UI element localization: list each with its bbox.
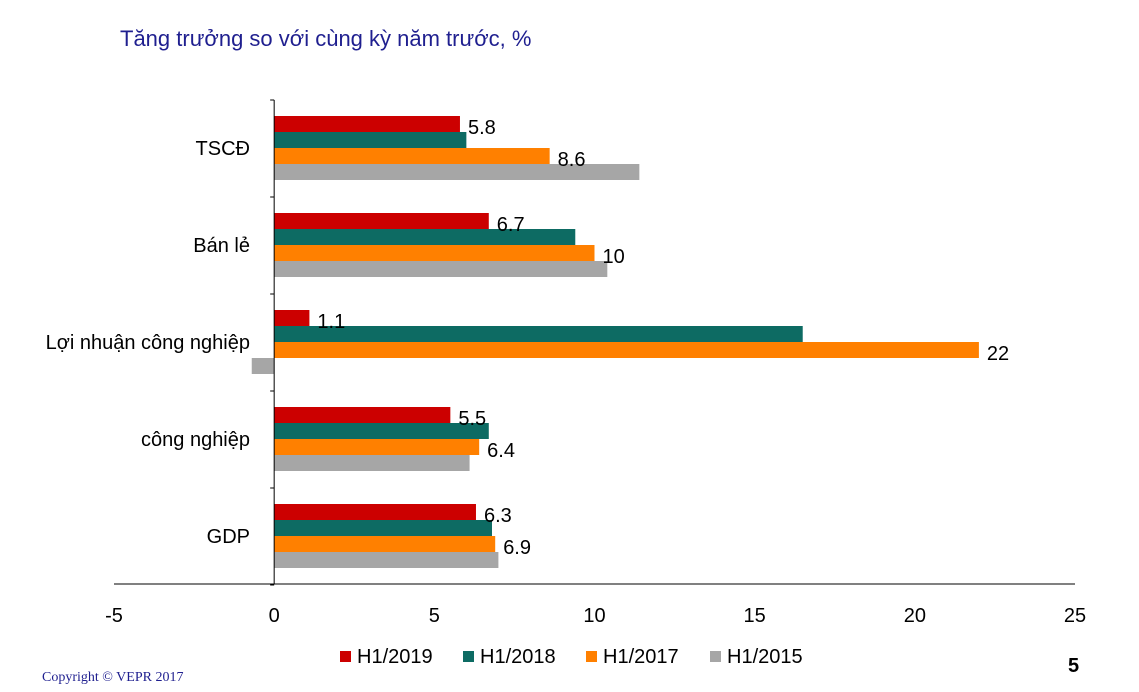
bar-H1/2019-Lợi nhuận công nghiệp bbox=[274, 310, 310, 326]
x-tick-label: 15 bbox=[744, 605, 766, 627]
legend-swatch-H1/2017 bbox=[586, 651, 597, 662]
data-label: 5.8 bbox=[468, 117, 496, 139]
category-label: công nghiệp bbox=[141, 429, 250, 451]
data-label: 8.6 bbox=[558, 149, 586, 171]
x-tick-label: 0 bbox=[269, 605, 280, 627]
legend-swatch-H1/2015 bbox=[710, 651, 721, 662]
labels-group: 5.8 8.6 TSCĐ 6.7 10 Bán lẻ 1.1 22 Lợi nhuận công… bbox=[46, 117, 1010, 559]
data-label: 6.4 bbox=[487, 440, 515, 462]
legend-label: H1/2018 bbox=[480, 646, 556, 668]
bar-H1/2017-GDP bbox=[274, 536, 496, 552]
bar-H1/2019-GDP bbox=[274, 504, 476, 520]
bar-H1/2017-TSCĐ bbox=[274, 148, 550, 164]
legend-label: H1/2015 bbox=[727, 646, 803, 668]
data-label: 6.3 bbox=[484, 505, 512, 527]
bar-H1/2017-Bán lẻ bbox=[274, 245, 595, 261]
data-label: 10 bbox=[603, 246, 625, 268]
x-tick-label: 5 bbox=[429, 605, 440, 627]
x-tick-label: 20 bbox=[904, 605, 926, 627]
legend-label: H1/2019 bbox=[357, 646, 433, 668]
axes-group: -5 0 5 10 15 20 25 bbox=[105, 99, 1086, 627]
x-tick-label: 25 bbox=[1064, 605, 1086, 627]
data-label: 5.5 bbox=[458, 408, 486, 430]
bar-H1/2015-Lợi nhuận công nghiệp bbox=[251, 358, 275, 374]
bar-H1/2019-Bán lẻ bbox=[274, 213, 489, 229]
page-number: 5 bbox=[1068, 655, 1080, 677]
chart-title: Tăng trưởng so với cùng kỳ năm trước, % bbox=[120, 26, 532, 51]
bar-H1/2017-công nghiệp bbox=[274, 439, 480, 455]
data-label: 6.9 bbox=[503, 537, 531, 559]
x-tick-label: -5 bbox=[105, 605, 123, 627]
legend-swatch-H1/2019 bbox=[340, 651, 351, 662]
bar-H1/2017-Lợi nhuận công nghiệp bbox=[274, 342, 979, 358]
category-label: TSCĐ bbox=[196, 138, 250, 160]
data-label: 22 bbox=[987, 343, 1009, 365]
x-tick-label: 10 bbox=[583, 605, 605, 627]
bar-H1/2018-Bán lẻ bbox=[274, 229, 576, 245]
bar-H1/2019-công nghiệp bbox=[274, 407, 451, 423]
category-label: Bán lẻ bbox=[193, 235, 250, 257]
bar-H1/2015-TSCĐ bbox=[274, 164, 640, 180]
legend-label: H1/2017 bbox=[603, 646, 679, 668]
legend-swatch-H1/2018 bbox=[463, 651, 474, 662]
bar-H1/2018-TSCĐ bbox=[274, 132, 467, 148]
category-label: Lợi nhuận công nghiệp bbox=[46, 332, 250, 354]
bar-H1/2015-GDP bbox=[274, 552, 499, 568]
copyright-text: Copyright © VEPR 2017 bbox=[42, 670, 184, 685]
bar-H1/2018-GDP bbox=[274, 520, 492, 536]
category-label: GDP bbox=[207, 526, 250, 548]
legend: H1/2019 H1/2018 H1/2017 H1/2015 bbox=[340, 646, 803, 668]
bar-H1/2015-Bán lẻ bbox=[274, 261, 608, 277]
bar-H1/2015-công nghiệp bbox=[274, 455, 470, 471]
data-label: 6.7 bbox=[497, 214, 525, 236]
bars-group bbox=[251, 116, 979, 568]
bar-H1/2019-TSCĐ bbox=[274, 116, 460, 132]
bar-H1/2018-công nghiệp bbox=[274, 423, 489, 439]
data-label: 1.1 bbox=[317, 311, 345, 333]
bar-H1/2018-Lợi nhuận công nghiệp bbox=[274, 326, 803, 342]
